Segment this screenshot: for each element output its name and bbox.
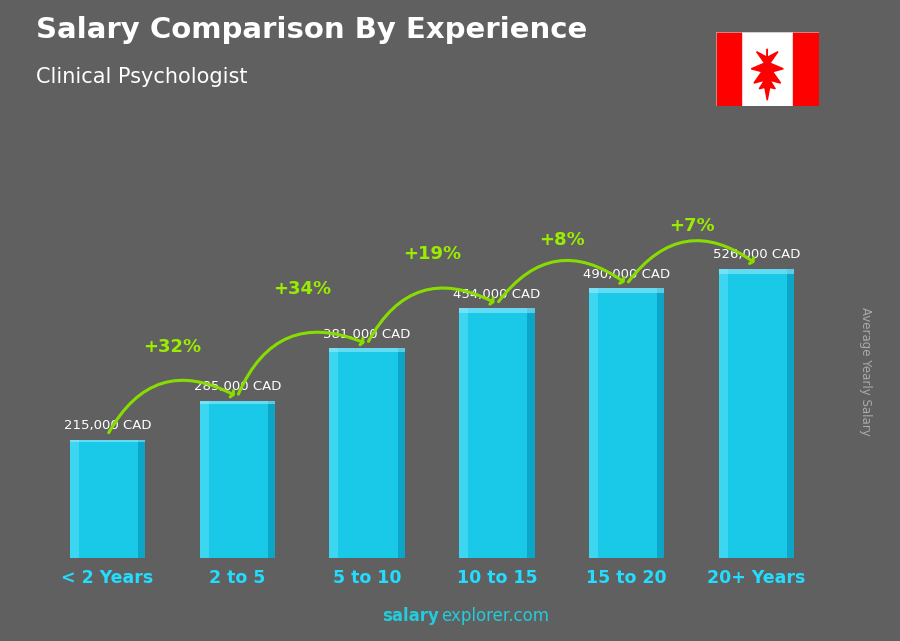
Bar [70,440,145,558]
Bar [329,348,405,352]
Bar [527,308,535,558]
Text: Average Yearly Salary: Average Yearly Salary [860,308,872,436]
Text: +7%: +7% [669,217,715,235]
Polygon shape [752,49,783,100]
Bar [719,269,728,558]
Text: salary: salary [382,607,439,625]
Bar [793,32,819,106]
Text: +34%: +34% [273,280,331,298]
Bar [459,308,468,558]
Bar [267,401,274,558]
Bar [590,288,598,558]
Text: 381,000 CAD: 381,000 CAD [323,328,410,340]
Text: explorer.com: explorer.com [441,607,549,625]
Bar [138,440,145,558]
Bar [459,308,535,558]
Bar [657,288,664,558]
Text: 285,000 CAD: 285,000 CAD [194,380,281,394]
Bar [719,269,794,558]
Text: +32%: +32% [143,338,202,356]
Text: 526,000 CAD: 526,000 CAD [713,248,800,261]
Bar [200,401,274,558]
Text: 215,000 CAD: 215,000 CAD [64,419,151,432]
Bar [719,269,794,274]
Text: +8%: +8% [539,231,585,249]
Bar [70,440,79,558]
Bar [200,401,274,404]
Text: 490,000 CAD: 490,000 CAD [583,268,670,281]
Bar [787,269,794,558]
Bar [459,308,535,313]
Bar [398,348,405,558]
Bar [716,32,742,106]
Bar [329,348,338,558]
Bar [590,288,664,294]
Bar [200,401,209,558]
Bar [70,440,145,442]
Text: 454,000 CAD: 454,000 CAD [454,288,541,301]
Bar [590,288,664,558]
Text: Clinical Psychologist: Clinical Psychologist [36,67,248,87]
Text: Salary Comparison By Experience: Salary Comparison By Experience [36,16,587,44]
Bar [329,348,405,558]
Text: +19%: +19% [403,246,461,263]
